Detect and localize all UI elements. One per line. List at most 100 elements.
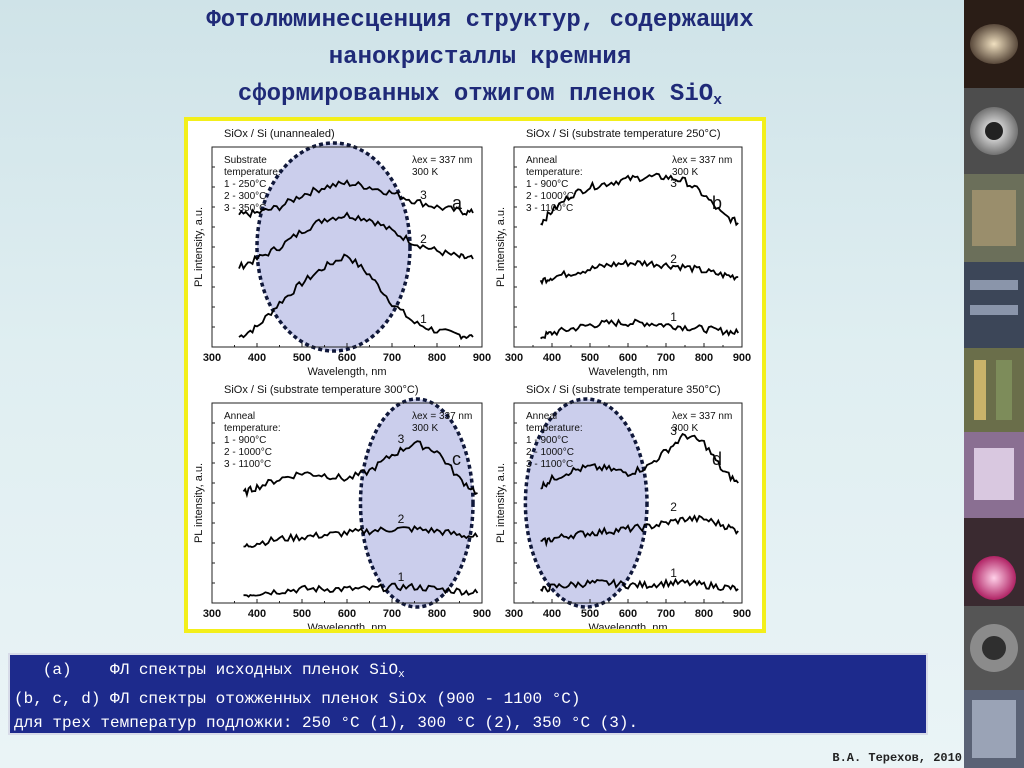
panel-b-xtick-label-400: 400	[543, 352, 561, 364]
panel-a-legend-entry-3: 3 - 350°C	[224, 203, 266, 214]
panel-a-xtick-label-800: 800	[428, 352, 446, 364]
panel-a-xlabel: Wavelength, nm	[307, 366, 386, 378]
panel-a-excitation-label: λex = 337 nm	[412, 155, 472, 166]
panel-c-legend-entry-1: 1 - 900°C	[224, 435, 266, 446]
caption-line-1: (a) ФЛ спектры исходных пленок SiOx	[14, 658, 926, 687]
caption-line-1-subscript: x	[398, 669, 405, 681]
panel-b-legend-entry-2: 2 - 1000°C	[526, 191, 574, 202]
panel-d-xtick-label-600: 600	[619, 608, 637, 620]
panel-c-temperature-label: 300 K	[412, 423, 438, 434]
panel-c-xtick-label-900: 900	[473, 608, 491, 620]
panel-d-series-label-3: 3	[670, 424, 677, 438]
panel-b-legend-entry-1: 1 - 900°C	[526, 179, 568, 190]
panel-a-xtick-label-300: 300	[203, 352, 221, 364]
panel-d-legend-entry-3: 3 - 1100°C	[526, 459, 573, 470]
caption-line-2: (b, c, d) ФЛ спектры отожженных пленок S…	[14, 690, 581, 708]
panel-b-xlabel: Wavelength, nm	[588, 366, 667, 378]
panel-b-legend-entry-3: 3 - 1100°C	[526, 203, 573, 214]
decorative-photo-strip	[964, 0, 1024, 768]
panel-d-xtick-label-400: 400	[543, 608, 561, 620]
panel-b-xtick-label-900: 900	[733, 352, 751, 364]
caption-line-1-text: (a) ФЛ спектры исходных пленок SiO	[14, 661, 399, 679]
panel-a-series-label-1: 1	[420, 312, 427, 326]
title-line-1: Фотолюминесценция структур, содержащих	[206, 7, 754, 34]
panel-a-highlight-ellipse	[255, 141, 412, 353]
panel-c-legend-entry-2: 2 - 1000°C	[224, 447, 272, 458]
panel-a-series-1	[238, 253, 474, 341]
panel-c-xlabel: Wavelength, nm	[307, 622, 386, 629]
panel-c-xtick-label-700: 700	[383, 608, 401, 620]
pl-spectra-figure: 300 400 500 600 700 800 900 SiOx / Si (unanneal…	[193, 128, 751, 629]
slide-title: Фотолюминесценция структур, содержащих н…	[60, 2, 900, 119]
panel-a-legend-entry-1: 1 - 250°C	[224, 179, 266, 190]
panel-b-legend-title-1: Anneal	[526, 155, 557, 166]
panel-b-temperature-label: 300 K	[672, 167, 698, 178]
panel-a-series-label-3: 3	[420, 188, 427, 202]
panel-a-legend-title-1: Substrate	[224, 155, 267, 166]
panel-c-highlight-ellipse	[358, 397, 475, 609]
caption-line-3: для трех температур подложки: 250 °C (1)…	[14, 714, 639, 732]
panel-d-series-2	[540, 514, 739, 548]
panel-b-series-label-1: 1	[670, 310, 677, 324]
title-line-3: сформированных отжигом пленок SiOx	[60, 76, 900, 119]
panel-d-legend-title-1: Anneal	[526, 411, 557, 422]
title-line-2: нанокристаллы кремния	[328, 44, 632, 71]
panel-c-legend-title-2: temperature:	[224, 423, 281, 434]
panel-a-series-3	[238, 179, 474, 219]
panel-d-title: SiOx / Si (substrate temperature 350°C)	[526, 384, 721, 396]
panel-a-xtick-label-700: 700	[383, 352, 401, 364]
panel-a-xtick-label-400: 400	[248, 352, 266, 364]
panel-c-series-label-3: 3	[398, 432, 405, 446]
panel-d-legend-entry-2: 2 - 1000°C	[526, 447, 574, 458]
panel-a-letter: a	[452, 193, 463, 213]
panel-b-series-2	[539, 258, 739, 286]
panel-b-xtick-label-500: 500	[581, 352, 599, 364]
panel-c-series-label-2: 2	[398, 512, 405, 526]
panel-b-series-3	[540, 172, 739, 227]
panel-a-legend-title-2: temperature:	[224, 167, 281, 178]
panel-c-title: SiOx / Si (substrate temperature 300°C)	[224, 384, 419, 396]
panel-a-xtick-label-900: 900	[473, 352, 491, 364]
panel-d-xlabel: Wavelength, nm	[588, 622, 667, 629]
caption-box: (a) ФЛ спектры исходных пленок SiOx (b, …	[8, 653, 928, 735]
panel-b-series-label-2: 2	[670, 252, 677, 266]
panel-d-xtick-label-700: 700	[657, 608, 675, 620]
panel-c-xtick-label-300: 300	[203, 608, 221, 620]
figure-frame: 300 400 500 600 700 800 900 SiOx / Si (unanneal…	[184, 117, 766, 633]
panel-c-excitation-label: λex = 337 nm	[412, 411, 472, 422]
panel-a-title: SiOx / Si (unannealed)	[224, 128, 335, 140]
panel-d-highlight-ellipse	[523, 397, 649, 609]
title-line-3-subscript: x	[713, 92, 723, 109]
panel-c-legend-entry-3: 3 - 1100°C	[224, 459, 271, 470]
panel-c-series-1	[243, 582, 479, 598]
panel-d-series-3	[540, 432, 739, 490]
panel-b-xtick-label-700: 700	[657, 352, 675, 364]
panel-d-series-label-2: 2	[670, 500, 677, 514]
panel-d-legend-entry-1: 1 - 900°C	[526, 435, 568, 446]
panel-b-excitation-label: λex = 337 nm	[672, 155, 732, 166]
panel-d-excitation-label: λex = 337 nm	[672, 411, 732, 422]
title-line-3-text: сформированных отжигом пленок SiO	[237, 81, 714, 108]
panel-b-title: SiOx / Si (substrate temperature 250°C)	[526, 128, 721, 140]
panel-c-xtick-label-800: 800	[428, 608, 446, 620]
author-credit: В.А. Терехов, 2010	[832, 751, 962, 765]
panel-c-legend-title-1: Anneal	[224, 411, 255, 422]
panel-c-series-2	[243, 525, 479, 549]
panel-d-series-label-1: 1	[670, 566, 677, 580]
panel-d-temperature-label: 300 K	[672, 423, 698, 434]
panel-a-series-2	[238, 211, 474, 271]
panel-a-temperature-label: 300 K	[412, 167, 438, 178]
panel-b-ylabel: PL intensity, a.u.	[495, 207, 507, 287]
panel-a-legend-entry-2: 2 - 300°C	[224, 191, 266, 202]
panel-c-xtick-label-400: 400	[248, 608, 266, 620]
panel-a-series-label-2: 2	[420, 232, 427, 246]
panel-d-xtick-label-300: 300	[505, 608, 523, 620]
panel-b-series-label-3: 3	[670, 176, 677, 190]
panel-c-letter: c	[452, 449, 461, 469]
panel-c-xtick-label-600: 600	[338, 608, 356, 620]
panel-b-letter: b	[712, 193, 722, 213]
panel-d-ylabel: PL intensity, a.u.	[495, 463, 507, 543]
panel-c-series-label-1: 1	[398, 570, 405, 584]
panel-c-series-3	[242, 440, 478, 499]
panel-a-xtick-label-500: 500	[293, 352, 311, 364]
